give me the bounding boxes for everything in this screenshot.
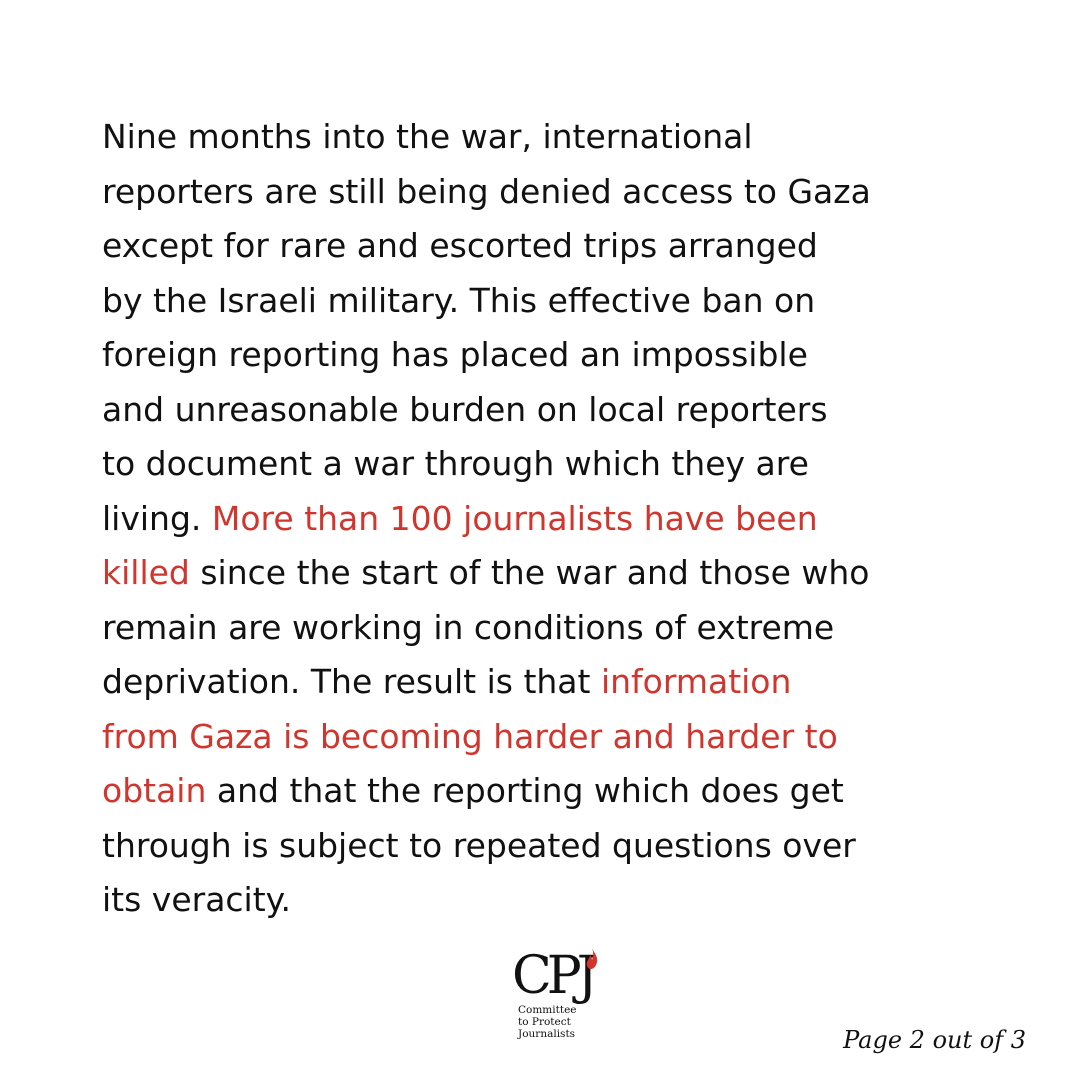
text-segment: deprivation. The result is that (102, 662, 601, 701)
logo-subtitle-line: Journalists (518, 1028, 576, 1040)
highlight-journalists-killed: More than 100 journalists have been (211, 498, 818, 538)
highlight-killed: killed (102, 553, 190, 592)
text-line-4: by the Israeli military. This effective … (102, 280, 816, 320)
text-segment: living. (102, 498, 212, 538)
logo-subtitle-line: Committee (518, 1004, 577, 1016)
flame-icon (586, 948, 598, 969)
text-line-2: reporters are still being denied access … (102, 171, 871, 211)
text-line-7: to document a war through which they are (102, 444, 809, 483)
text-line-5: foreign reporting has placed an impossib… (102, 335, 808, 374)
highlight-information: information (600, 662, 792, 701)
highlight-obtain: obtain (102, 771, 207, 810)
text-line-8: living. More than 100 journalists have b… (102, 492, 1002, 547)
text-line-15: its veracity. (102, 880, 291, 919)
text-segment: since the start of the war and those who (189, 553, 870, 592)
text-line-9: killed since the start of the war and th… (102, 546, 1002, 601)
cpj-logo: CPJ Committee to Protect Journalists (500, 948, 610, 1048)
logo-wordmark: CPJ (512, 946, 598, 1006)
text-line-11: deprivation. The result is that informat… (102, 655, 1002, 710)
text-line-10: remain are working in conditions of extr… (102, 607, 835, 647)
logo-subtitle: Committee to Protect Journalists (518, 1004, 577, 1040)
page-indicator: Page 2 out of 3 (843, 1026, 1026, 1054)
text-line-13: obtain and that the reporting which does… (102, 764, 1002, 819)
text-line-3: except for rare and escorted trips arran… (102, 226, 818, 265)
highlight-harder-to-obtain: from Gaza is becoming harder and harder … (102, 716, 838, 756)
text-line-14: through is subject to repeated questions… (102, 825, 856, 865)
text-segment: and that the reporting which does get (206, 771, 844, 810)
text-line-6: and unreasonable burden on local reporte… (102, 389, 828, 429)
text-line-1: Nine months into the war, international (102, 117, 753, 156)
logo-subtitle-line: to Protect (518, 1016, 571, 1028)
body-paragraph: Nine months into the war, international … (102, 110, 1002, 928)
